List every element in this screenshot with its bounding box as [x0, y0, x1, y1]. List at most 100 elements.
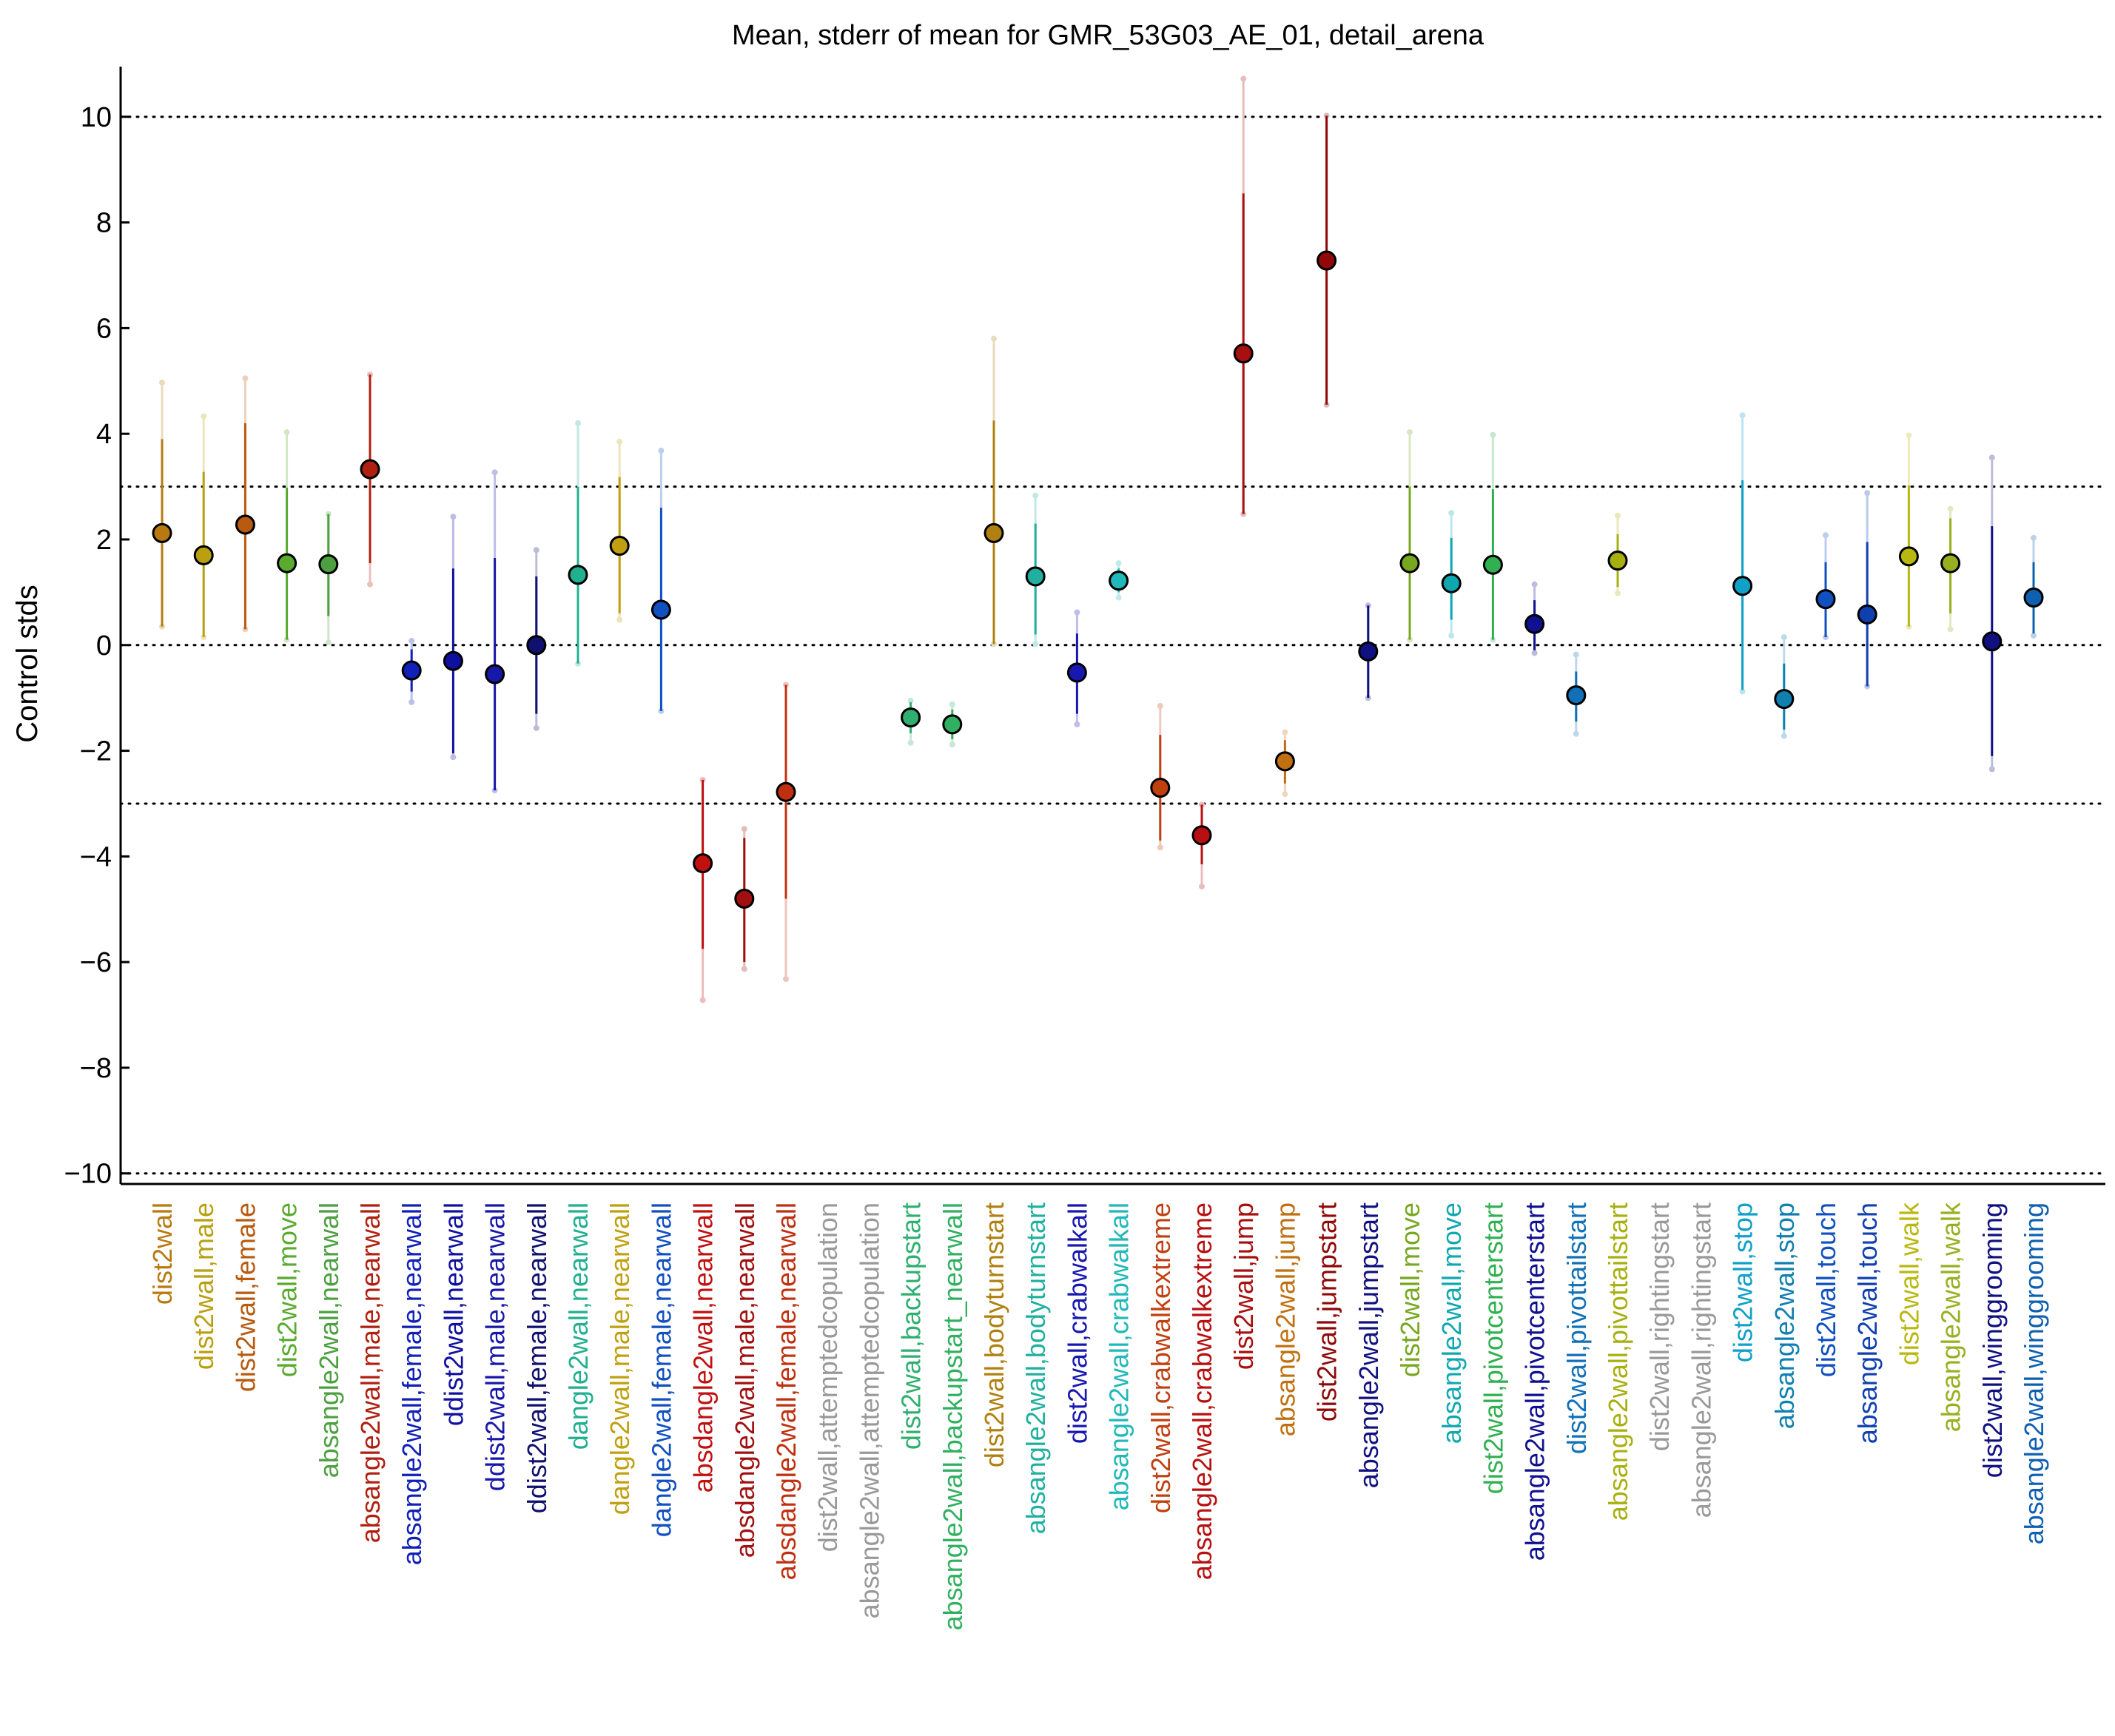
- mean-point: [942, 714, 963, 735]
- extent-end-dot: [991, 335, 997, 342]
- x-tick-label: absangle2wall,attemptedcopulation: [854, 1202, 884, 1618]
- extent-end-dot: [283, 429, 290, 436]
- extent-end-dot: [575, 420, 581, 426]
- extent-end-dot: [1988, 766, 1995, 773]
- mean-point: [1898, 546, 1919, 567]
- y-tick-label: 6: [96, 313, 112, 344]
- x-tick-label: absangle2wall,jump: [1270, 1202, 1300, 1436]
- y-tick-label: 10: [81, 102, 112, 133]
- extent-end-dot: [1531, 581, 1538, 588]
- extent-end-dot: [1781, 733, 1787, 739]
- extent-end-dot: [1448, 632, 1455, 639]
- mean-point: [1940, 553, 1961, 573]
- y-axis-label: Control stds: [11, 585, 44, 742]
- extent-end-dot: [533, 547, 539, 554]
- extent-end-dot: [1947, 626, 1954, 633]
- extent-end-dot: [1199, 884, 1205, 890]
- data-marks: [152, 75, 2044, 1003]
- extent-end-dot: [616, 438, 623, 445]
- mean-point: [1317, 250, 1337, 271]
- mean-point: [277, 553, 297, 573]
- extent-end-dot: [1864, 490, 1871, 497]
- extent-end-dot: [201, 413, 207, 420]
- mean-point: [1524, 613, 1545, 634]
- x-tick-label: absdangle2wall,nearwall: [688, 1202, 719, 1493]
- mean-point: [1150, 778, 1171, 798]
- extent-end-dot: [1448, 510, 1455, 517]
- extent-end-dot: [1074, 721, 1080, 727]
- y-tick-label: 2: [96, 525, 112, 556]
- x-tick-label: absangle2wall,rightingstart: [1686, 1202, 1716, 1518]
- mean-point: [235, 514, 255, 535]
- x-tick-label: dangle2wall,male,nearwall: [605, 1202, 635, 1515]
- mean-point: [734, 888, 755, 909]
- extent-end-dot: [1906, 432, 1912, 439]
- mean-point: [568, 565, 588, 585]
- extent-end-dot: [616, 616, 623, 623]
- x-tick-label: absangle2wall,jumpstart: [1354, 1202, 1384, 1488]
- chart-title: Mean, stderr of mean for GMR_53G03_AE_01…: [732, 20, 1484, 51]
- extent-end-dot: [1282, 791, 1288, 798]
- x-tick-label: absangle2wall,winggrooming: [2019, 1202, 2049, 1544]
- extent-end-dot: [1615, 512, 1621, 519]
- x-tick-label: dist2wall,walk: [1894, 1202, 1924, 1365]
- extent-end-dot: [242, 375, 249, 382]
- x-tick-label: absdangle2wall,female,nearwall: [771, 1202, 801, 1580]
- x-tick-label: absangle2wall,pivotcenterstart: [1520, 1202, 1550, 1561]
- x-tick-label: absangle2wall,female,nearwall: [397, 1202, 427, 1565]
- extent-end-dot: [1490, 431, 1496, 438]
- extent-end-dot: [1573, 651, 1579, 658]
- mean-point: [1191, 825, 1212, 846]
- extent-end-dot: [450, 754, 457, 761]
- mean-point: [485, 664, 505, 684]
- extent-end-dot: [2031, 632, 2037, 639]
- mean-point: [193, 545, 214, 565]
- x-axis-tick-labels: dist2wall dist2wall,male dist2wall,female d…: [147, 1202, 2049, 1630]
- extent-end-dot: [1531, 650, 1538, 656]
- reference-lines: [119, 115, 2107, 1175]
- mean-point: [360, 459, 380, 480]
- y-tick-label: −4: [80, 841, 112, 872]
- x-tick-label: absangle2wall,bodyturnstart: [1020, 1202, 1051, 1534]
- mean-point: [1233, 343, 1254, 364]
- mean-point: [443, 650, 463, 671]
- x-tick-label: dangle2wall,nearwall: [563, 1202, 594, 1450]
- x-tick-label: absangle2wall,nearwall: [314, 1202, 344, 1478]
- extent-end-dot: [450, 514, 457, 520]
- y-tick-label: −8: [80, 1053, 112, 1084]
- extent-end-dot: [325, 639, 332, 646]
- extent-end-dot: [699, 997, 706, 1003]
- mean-point: [983, 522, 1004, 543]
- x-tick-label: absangle2wall,crabwalkall: [1104, 1202, 1134, 1510]
- x-tick-label: dist2wall: [147, 1202, 178, 1305]
- extent-end-dot: [1823, 532, 1829, 539]
- extent-end-dot: [1282, 729, 1288, 736]
- extent-end-dot: [1947, 505, 1954, 512]
- x-tick-label: dist2wall,move: [1395, 1202, 1425, 1377]
- extent-end-dot: [1240, 75, 1247, 82]
- mean-point: [901, 707, 921, 728]
- extent-end-dot: [1115, 560, 1122, 567]
- x-tick-label: dist2wall,pivotcenterstart: [1478, 1202, 1508, 1494]
- x-tick-label: dist2wall,crabwalkall: [1062, 1202, 1092, 1444]
- mean-point: [1399, 553, 1420, 573]
- extent-end-dot: [408, 699, 415, 705]
- mean-point: [1607, 551, 1628, 571]
- mean-point: [2023, 588, 2044, 608]
- extent-end-dot: [1074, 609, 1080, 616]
- extent-end-dot: [1115, 594, 1122, 601]
- x-tick-label: absangle2wall,stop: [1769, 1202, 1800, 1429]
- y-axis-ticks: 10 8 6 4 2 0 −2 −4 −6 −8 −10: [64, 102, 130, 1190]
- mean-point: [1482, 554, 1503, 575]
- mean-point: [693, 853, 713, 874]
- extent-end-dot: [1739, 412, 1746, 419]
- extent-end-dot: [783, 975, 789, 982]
- x-tick-label: dist2wall,touch: [1811, 1202, 1841, 1377]
- x-tick-label: dist2wall,stop: [1728, 1202, 1758, 1362]
- x-tick-label: ddist2wall,female,nearwall: [522, 1202, 552, 1513]
- y-tick-label: 0: [96, 630, 112, 662]
- extent-end-dot: [741, 966, 747, 972]
- extent-end-dot: [741, 826, 747, 832]
- extent-end-dot: [949, 701, 955, 707]
